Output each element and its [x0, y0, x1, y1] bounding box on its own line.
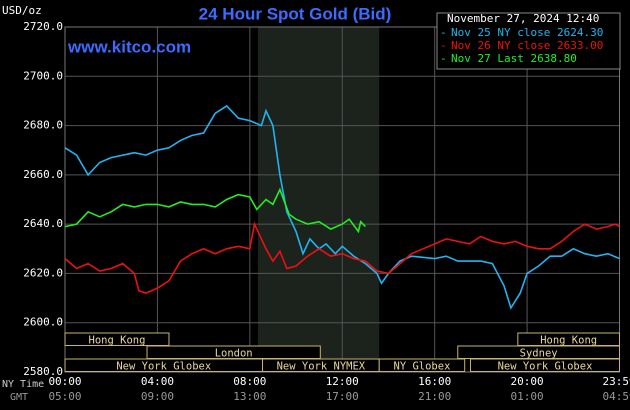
legend-marker: - [440, 52, 447, 65]
y-tick-label: 2620.0 [23, 266, 63, 279]
legend-label: Nov 26 NY close 2633.00 [451, 39, 603, 52]
x2-tick-label: 21:00 [418, 390, 451, 403]
series-line [64, 187, 366, 234]
x-tick-label: 04:00 [141, 375, 174, 388]
x2-tick-label: 17:00 [326, 390, 359, 403]
x-tick-label: 16:00 [418, 375, 451, 388]
session-label: New York Globex [116, 360, 211, 372]
session-label: New York Globex [498, 360, 593, 372]
session-label: NY Globex [394, 360, 451, 372]
session-bar [64, 332, 170, 346]
chart-title: 24 Hour Spot Gold (Bid) [199, 4, 392, 23]
y-tick-label: 2640.0 [23, 217, 63, 230]
x-tick-label: 00:00 [48, 375, 81, 388]
y-tick-label: 2700.0 [23, 69, 63, 82]
x-tick-label: 12:00 [326, 375, 359, 388]
legend-label: Nov 25 NY close 2624.30 [451, 26, 603, 39]
legend-marker: - [440, 26, 447, 39]
session-label: Hong Kong [89, 334, 146, 346]
session-label: Sydney [520, 347, 558, 359]
session-label: London [215, 347, 253, 359]
y-tick-label: 2680.0 [23, 119, 63, 132]
series-line [64, 104, 620, 310]
x-tick-label: 08:00 [233, 375, 266, 388]
y-tick-label: 2720.0 [23, 20, 63, 33]
timestamp: November 27, 2024 12:40 [447, 12, 599, 25]
legend-label: Nov 27 Last 2638.80 [451, 52, 577, 65]
x-tick-label: 23:59 [602, 375, 630, 388]
y-tick-label: 2580.0 [23, 365, 63, 378]
highlight-region [257, 27, 380, 372]
y-tick-label: 2600.0 [23, 316, 63, 329]
x2-tick-label: 09:00 [141, 390, 174, 403]
y-axis-label: USD/oz [2, 4, 42, 17]
x2-tick-label: 13:00 [233, 390, 266, 403]
session-label: New York NYMEX [277, 360, 366, 372]
x2-tick-label: 01:00 [511, 390, 544, 403]
session-bar [378, 358, 466, 372]
session-label: Hong Kong [540, 334, 597, 346]
legend-box [436, 12, 621, 70]
x2-axis-label: GMT [10, 392, 28, 403]
x2-tick-label: 05:00 [48, 390, 81, 403]
x-tick-label: 20:00 [511, 375, 544, 388]
x2-tick-label: 04:59 [602, 390, 630, 403]
watermark: www.kitco.com [67, 37, 191, 56]
session-bar [469, 358, 620, 372]
legend-marker: - [440, 39, 447, 52]
y-tick-label: 2660.0 [23, 168, 63, 181]
series-line [64, 221, 620, 294]
x-axis-label: NY Time [2, 379, 44, 390]
